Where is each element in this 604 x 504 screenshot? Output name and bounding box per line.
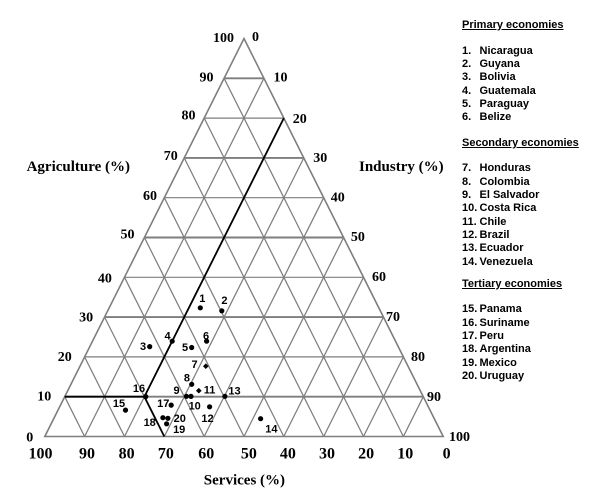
svg-text:7: 7 [192, 359, 198, 371]
svg-text:40: 40 [280, 445, 296, 462]
svg-text:70: 70 [164, 149, 178, 164]
svg-text:80: 80 [119, 445, 135, 462]
svg-text:100: 100 [29, 445, 53, 462]
svg-text:1: 1 [199, 293, 205, 305]
svg-text:17: 17 [157, 398, 169, 410]
svg-text:50: 50 [351, 230, 365, 245]
svg-text:4: 4 [165, 331, 172, 343]
svg-text:30: 30 [79, 311, 93, 326]
svg-text:5: 5 [182, 342, 188, 354]
svg-text:11: 11 [204, 385, 216, 397]
svg-text:2: 2 [221, 295, 227, 307]
svg-text:90: 90 [79, 445, 95, 462]
svg-text:10: 10 [189, 400, 201, 412]
svg-text:Agriculture (%): Agriculture (%) [27, 159, 130, 175]
svg-text:20: 20 [58, 350, 72, 365]
svg-text:30: 30 [319, 445, 335, 462]
svg-text:100: 100 [449, 430, 470, 445]
svg-text:50: 50 [121, 227, 135, 242]
svg-text:60: 60 [198, 445, 214, 462]
svg-text:18: 18 [144, 417, 156, 429]
svg-text:80: 80 [411, 350, 425, 365]
svg-text:70: 70 [386, 310, 400, 325]
svg-text:9: 9 [173, 385, 179, 397]
svg-text:20: 20 [293, 112, 307, 127]
svg-text:Industry (%): Industry (%) [359, 159, 444, 175]
svg-text:30: 30 [313, 151, 327, 166]
svg-text:10: 10 [397, 445, 413, 462]
svg-text:0: 0 [26, 431, 33, 446]
svg-text:15: 15 [113, 398, 125, 410]
svg-text:100: 100 [213, 31, 234, 46]
svg-text:60: 60 [372, 270, 386, 285]
svg-text:0: 0 [252, 30, 259, 45]
svg-text:60: 60 [143, 189, 157, 204]
svg-text:20: 20 [174, 413, 186, 425]
svg-text:90: 90 [427, 390, 441, 405]
svg-text:6: 6 [203, 330, 209, 342]
svg-text:Services (%): Services (%) [204, 472, 285, 488]
svg-text:10: 10 [274, 71, 288, 86]
svg-text:13: 13 [228, 386, 240, 398]
svg-text:16: 16 [133, 383, 145, 395]
svg-text:14: 14 [265, 424, 278, 436]
svg-text:12: 12 [201, 413, 213, 425]
svg-text:19: 19 [173, 424, 185, 436]
svg-text:10: 10 [37, 389, 51, 404]
svg-text:80: 80 [182, 108, 196, 123]
svg-text:8: 8 [184, 373, 190, 385]
svg-text:40: 40 [98, 271, 112, 286]
svg-text:20: 20 [358, 445, 374, 462]
svg-text:3: 3 [140, 341, 146, 353]
svg-text:50: 50 [241, 445, 257, 462]
svg-text:90: 90 [200, 71, 214, 86]
svg-text:40: 40 [331, 190, 345, 205]
svg-text:70: 70 [158, 445, 174, 462]
svg-text:0: 0 [443, 445, 451, 462]
